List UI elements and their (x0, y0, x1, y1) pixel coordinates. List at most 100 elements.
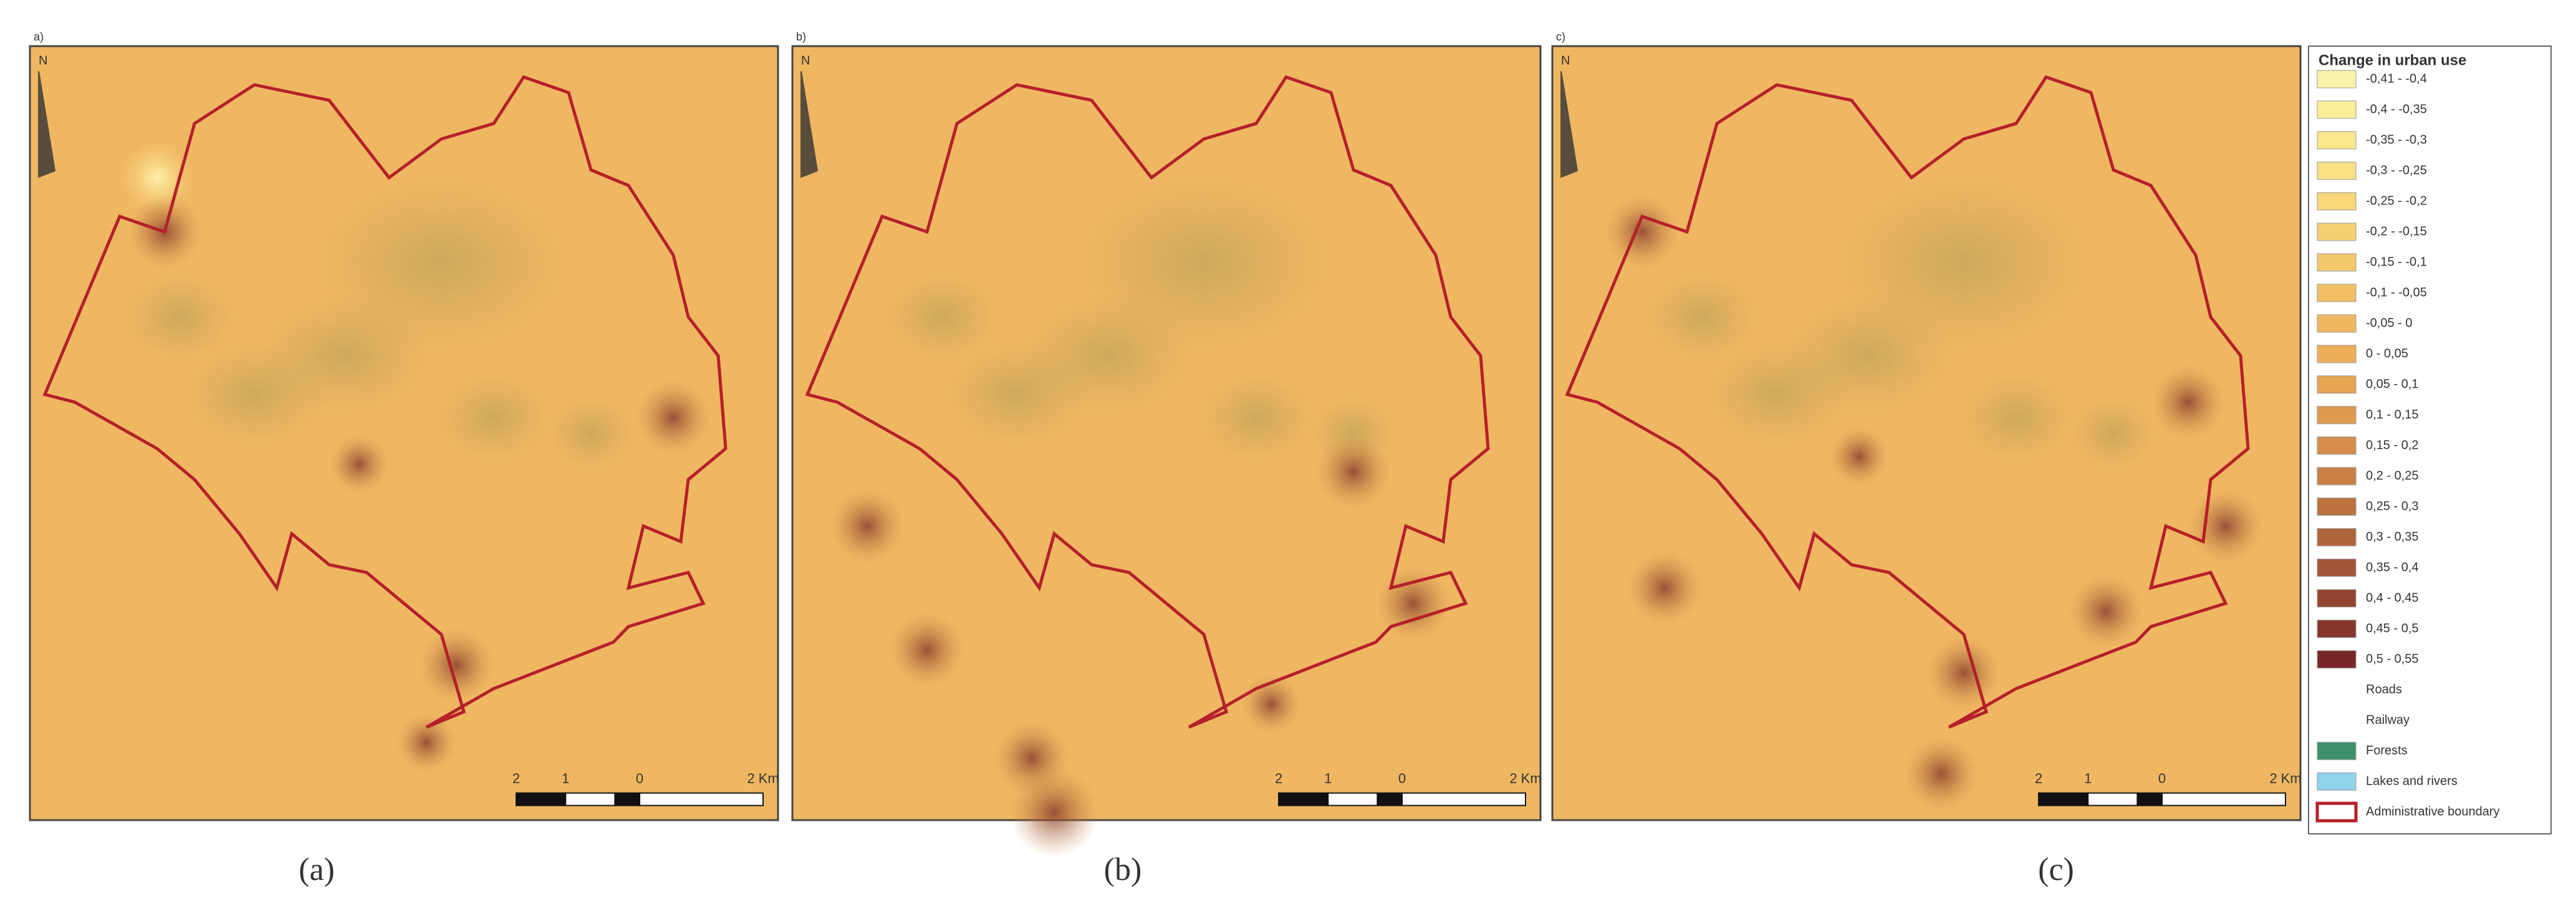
north-arrow (800, 70, 819, 178)
forest-area (120, 270, 239, 364)
legend-swatch (2317, 436, 2357, 455)
forest-area (882, 270, 1002, 364)
hotspot (1829, 426, 1889, 487)
legend-label: -0,2 - -0,15 (2366, 224, 2427, 238)
legend-swatch (2317, 375, 2357, 394)
hotspot (2069, 573, 2143, 649)
forest-area (1196, 371, 1316, 464)
hotspot (1316, 434, 1391, 510)
scale-label: 2 (2035, 770, 2042, 786)
north-label: N (39, 54, 47, 67)
legend-label: -0,35 - -0,3 (2366, 133, 2427, 146)
hotspot (2188, 489, 2263, 564)
scale-bar-segment (1401, 792, 1526, 806)
legend-label: 0,4 - 0,45 (2366, 591, 2419, 605)
legend-swatch (2317, 253, 2357, 272)
scale-bar-segment (2087, 792, 2138, 806)
scale-bar-segment (639, 792, 764, 806)
north-label: N (801, 54, 810, 67)
legend-label: 0,15 - 0,2 (2366, 438, 2419, 452)
hotspot (396, 712, 456, 773)
scale-bar-segment (614, 792, 641, 806)
forest-area (180, 340, 329, 449)
legend-label: 0,2 - 0,25 (2366, 469, 2419, 482)
scale-bar-segment (565, 792, 616, 806)
scale-bar-segment (2136, 792, 2163, 806)
legend-swatch (2317, 589, 2357, 608)
panel-tag: c) (1556, 31, 1565, 43)
legend-swatch (2317, 284, 2357, 302)
legend-swatch (2317, 161, 2357, 180)
legend-label: Railway (2366, 713, 2410, 727)
legend-swatch (2317, 467, 2357, 485)
forest-area (1956, 371, 2076, 464)
hotspot (329, 434, 389, 494)
map-panel: a) N 2 1 0 2 Km (29, 31, 779, 821)
legend-label: 0,45 - 0,5 (2366, 621, 2419, 635)
hotspot (1627, 550, 1702, 626)
forest-area (434, 371, 554, 464)
scale-bar-segment (1327, 792, 1378, 806)
panel-tag: b) (796, 31, 806, 43)
forest-area (1642, 270, 1762, 364)
scale-bar-segment (1377, 792, 1403, 806)
scale-bar-segment (516, 792, 567, 806)
scale-label: 1 (1324, 770, 1332, 786)
legend-label: 0,5 - 0,55 (2366, 652, 2419, 666)
panel-caption: (c) (2038, 852, 2074, 887)
administrative-boundary (805, 75, 1490, 729)
legend-label: -0,41 - -0,4 (2366, 72, 2427, 85)
panel-caption: (a) (299, 852, 335, 887)
map-background (791, 45, 1542, 821)
scale-label: 0 (2158, 770, 2166, 786)
legend-label: 0,05 - 0,1 (2366, 377, 2419, 391)
legend-swatch (2317, 528, 2357, 547)
scale-label: 0 (1398, 770, 1406, 786)
legend-label: 0 - 0,05 (2366, 347, 2408, 360)
legend-swatch (2317, 619, 2357, 638)
panel-caption: (b) (1104, 852, 1142, 887)
legend-label: Administrative boundary (2366, 805, 2500, 818)
legend-title: Change in urban use (2319, 52, 2466, 69)
hotspot (1926, 636, 2001, 711)
scale-label: 0 (636, 770, 643, 786)
legend-swatch (2317, 406, 2357, 424)
scale-label: 2 (512, 770, 520, 786)
map-panel: c) N 2 1 0 2 Km (1551, 31, 2302, 821)
legend-label: 0,35 - 0,4 (2366, 560, 2419, 574)
legend-label: -0,4 - -0,35 (2366, 102, 2427, 116)
panel-tag: a) (34, 31, 44, 43)
north-arrow (38, 70, 56, 178)
scale-bar-segment (2038, 792, 2089, 806)
legend-swatch (2317, 314, 2357, 333)
legend-label: Roads (2366, 682, 2402, 696)
administrative-boundary (1565, 75, 2250, 729)
scale-label: 2 (1275, 770, 1282, 786)
legend-swatch (2315, 801, 2358, 823)
forest-area (2069, 394, 2158, 472)
legend-swatch (2317, 222, 2357, 241)
administrative-boundary (42, 75, 728, 729)
hotspot (1904, 736, 1979, 811)
north-label: N (1561, 54, 1570, 67)
scale-label: 1 (2084, 770, 2092, 786)
legend-swatch (2317, 345, 2357, 363)
legend-swatch (2317, 772, 2357, 791)
hotspot (830, 489, 905, 564)
legend-swatch (2317, 131, 2357, 150)
legend-label: 0,1 - 0,15 (2366, 408, 2419, 421)
forest-area (942, 340, 1092, 449)
hotspot (890, 612, 964, 687)
legend-swatch (2317, 497, 2357, 516)
legend-swatch (2317, 100, 2357, 119)
legend-label: -0,25 - -0,2 (2366, 194, 2427, 208)
forest-area (1702, 340, 1852, 449)
hotspot (419, 628, 494, 703)
legend-label: -0,05 - 0 (2366, 316, 2412, 330)
hotspot (1009, 767, 1099, 858)
legend-swatch (2317, 192, 2357, 211)
legend: Change in urban use -0,41 - -0,4 -0,4 - -0… (2308, 45, 2552, 834)
legend-label: Lakes and rivers (2366, 774, 2458, 788)
scale-label: 2 Km (1509, 770, 1541, 786)
legend-label: -0,1 - -0,05 (2366, 285, 2427, 299)
